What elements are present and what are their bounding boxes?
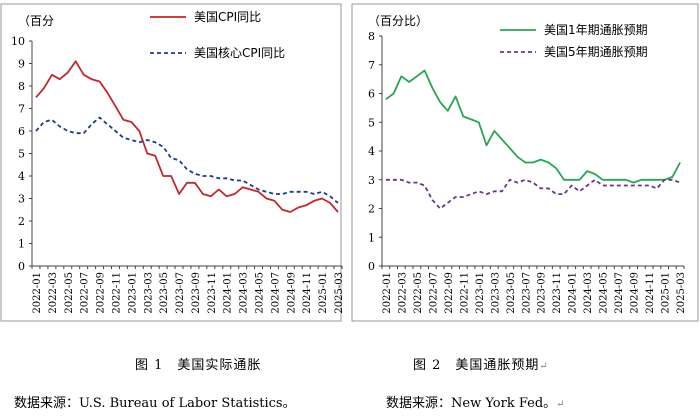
- figure2-caption-text: 图 2 美国通胀预期: [413, 358, 540, 373]
- x-tick-label: 2023-09: [537, 272, 548, 314]
- x-tick-label: 2023-03: [490, 272, 501, 314]
- y-tick-label: 9: [18, 58, 25, 71]
- x-tick-label: 2022-07: [428, 272, 439, 314]
- x-tick-label: 2022-11: [459, 272, 470, 314]
- x-tick-label: 2022-09: [444, 272, 455, 314]
- x-tick-label: 2022-05: [413, 272, 424, 314]
- y-tick-label: 8: [368, 30, 375, 43]
- x-tick-label: 2022-03: [397, 272, 408, 314]
- y-tick-label: 6: [368, 88, 375, 101]
- y-tick-label: 5: [368, 116, 375, 129]
- return-mark: ↵: [539, 361, 549, 372]
- x-tick-label: 2025-01: [318, 272, 329, 314]
- y-tick-label: 6: [18, 125, 25, 138]
- chart1-frame: [0, 3, 342, 322]
- x-tick-label: 2025-01: [661, 272, 672, 314]
- y-tick-label: 0: [368, 260, 375, 273]
- x-tick-label: 2024-09: [630, 272, 641, 314]
- x-tick-label: 2023-01: [127, 272, 138, 314]
- y-tick-label: 7: [18, 103, 25, 116]
- legend-label: 美国核心CPI同比: [194, 46, 285, 60]
- x-tick-label: 2025-03: [334, 272, 345, 314]
- x-tick-label: 2022-05: [64, 272, 75, 314]
- y-tick-label: 5: [18, 148, 25, 161]
- x-tick-label: 2025-03: [676, 272, 687, 314]
- y-tick-label: 4: [18, 170, 25, 183]
- x-tick-label: 2024-11: [645, 272, 656, 314]
- x-tick-label: 2022-11: [111, 272, 122, 314]
- y-tick-label: 4: [368, 145, 375, 158]
- x-tick-label: 2023-11: [207, 272, 218, 314]
- y-tick-label: 2: [18, 215, 25, 228]
- figure1-source: 数据来源：U.S. Bureau of Labor Statistics。: [14, 396, 296, 411]
- y-tick-label: 1: [368, 231, 375, 244]
- x-tick-label: 2023-11: [552, 272, 563, 314]
- series-line-2: [35, 116, 339, 204]
- figure2-source-text: 数据来源：New York Fed。: [386, 396, 557, 411]
- x-tick-label: 2022-01: [32, 272, 43, 314]
- x-tick-label: 2024-01: [223, 272, 234, 314]
- y-tick-label: 2: [368, 203, 375, 216]
- y-unit-label: （百分比）: [368, 14, 428, 28]
- x-tick-label: 2024-03: [239, 272, 250, 314]
- x-tick-label: 2024-09: [286, 272, 297, 314]
- y-tick-label: 0: [18, 260, 25, 273]
- chart-us-inflation-expectations: （百分比） 0 1 2 3 4 5 6 7 8 2022-01 2022-03 2022-05 2022-…: [368, 14, 687, 314]
- y-tick-label: 8: [18, 80, 25, 93]
- x-tick-label: 2024-07: [270, 272, 281, 314]
- legend-label: 美国CPI同比: [194, 10, 261, 24]
- x-tick-label: 2024-05: [599, 272, 610, 314]
- x-tick-label: 2023-09: [191, 272, 202, 314]
- y-tick-label: 10: [11, 35, 25, 48]
- x-tick-label: 2023-07: [521, 272, 532, 314]
- x-tick-label: 2024-11: [302, 272, 313, 314]
- x-tick-label: 2024-01: [568, 272, 579, 314]
- x-tick-label: 2022-07: [80, 272, 91, 314]
- legend-label: 美国1年期通胀预期: [544, 23, 648, 37]
- x-tick-label: 2023-07: [175, 272, 186, 314]
- return-mark: ↵: [556, 399, 565, 410]
- y-tick-label: 3: [18, 193, 25, 206]
- y-tick-label: 7: [368, 59, 375, 72]
- series-line-2: [385, 178, 681, 210]
- x-tick-label: 2023-05: [506, 272, 517, 314]
- chart-us-actual-inflation: （百分 0 1 2 3 4 5 6 7 8 9 10 2022-01 2022-03 2022-05 2022…: [11, 10, 345, 314]
- series-line-1: [35, 60, 339, 213]
- x-tick-label: 2022-03: [48, 272, 59, 314]
- x-tick-label: 2024-07: [614, 272, 625, 314]
- x-tick-label: 2022-09: [96, 272, 107, 314]
- figure1-caption: 图 1 美国实际通胀: [135, 358, 262, 373]
- chart2-frame: [351, 3, 699, 322]
- y-unit-label: （百分: [18, 14, 54, 28]
- x-tick-label: 2023-03: [143, 272, 154, 314]
- y-tick-label: 3: [368, 174, 375, 187]
- x-tick-label: 2024-03: [583, 272, 594, 314]
- x-tick-label: 2024-05: [255, 272, 266, 314]
- x-tick-label: 2023-01: [475, 272, 486, 314]
- x-tick-label: 2023-05: [159, 272, 170, 314]
- figure2-source: 数据来源：New York Fed。↵: [386, 392, 565, 411]
- figure2-caption: 图 2 美国通胀预期↵: [413, 354, 549, 373]
- series-line-1: [385, 69, 681, 184]
- y-tick-label: 1: [18, 238, 25, 251]
- x-tick-label: 2022-01: [382, 272, 393, 314]
- legend-label: 美国5年期通胀预期: [544, 45, 648, 59]
